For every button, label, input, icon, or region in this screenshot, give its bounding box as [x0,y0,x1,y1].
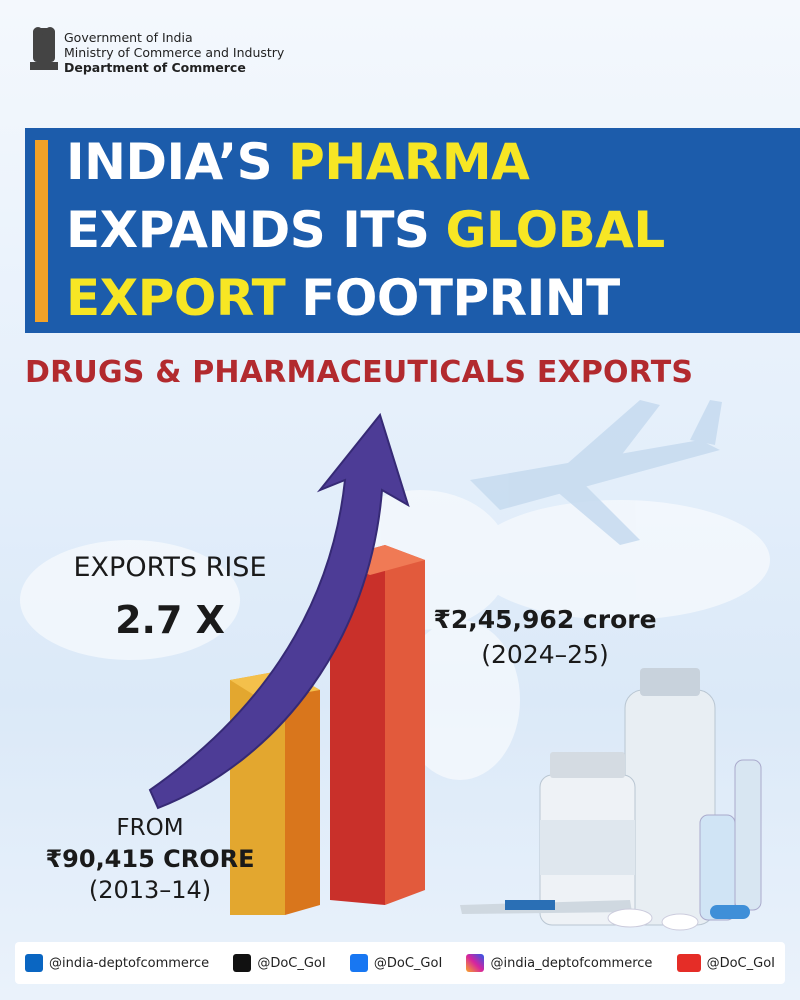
handle: @india-deptofcommerce [49,955,210,971]
rise-label: EXPORTS RISE [73,552,267,583]
handle: @DoC_GoI [373,955,443,971]
facebook[interactable]: @DoC_GoI [349,954,443,972]
youtube[interactable]: @DoC_GoI [676,954,775,972]
header-line: Department of Commerce [64,60,246,75]
banner-accent [35,140,48,322]
base-period: (2013–14) [88,876,212,904]
title-text: INDIA’S [66,133,273,191]
title-highlight: PHARMA [288,133,530,191]
airplane [470,400,722,545]
title-highlight: EXPORT [66,269,286,327]
title-highlight: GLOBAL [445,201,665,259]
linkedin[interactable]: @india-deptofcommerce [25,954,209,972]
title-banner [25,128,800,333]
base-value: ₹90,415 CRORE [45,845,255,873]
bars [230,545,425,915]
emblem [30,27,58,70]
title-line: EXPANDS ITS GLOBAL [66,196,796,264]
base-label: FROM [116,815,184,841]
handle: @DoC_GoI [706,955,775,971]
subtitle: DRUGS & PHARMACEUTICALS EXPORTS [25,355,694,390]
social-footer: @india-deptofcommerce @DoC_GoI @DoC_GoI … [15,942,785,984]
title-line: INDIA’S PHARMA [66,128,796,196]
header-line: Government of India [64,30,193,45]
title-line: EXPORT FOOTPRINT [66,264,796,332]
growth-arrow [148,412,410,810]
instagram[interactable]: @india_deptofcommerce [466,954,652,972]
title-text: EXPANDS ITS [66,201,430,259]
header-line: Ministry of Commerce and Industry [64,45,285,60]
latest-period: (2024–25) [481,640,609,669]
title-text: FOOTPRINT [301,269,620,327]
world-map [20,490,770,780]
rise-value: 2.7 X [115,598,225,642]
bottles [460,668,762,931]
handle: @DoC_GoI [257,955,326,971]
latest-value: ₹2,45,962 crore [433,605,657,634]
title: INDIA’S PHARMA EXPANDS ITS GLOBAL EXPORT FOOT… [66,128,796,332]
handle: @india_deptofcommerce [490,955,653,971]
x-twitter[interactable]: @DoC_GoI [233,954,326,972]
ministry-header: Government of India Ministry of Commerce… [64,30,284,75]
